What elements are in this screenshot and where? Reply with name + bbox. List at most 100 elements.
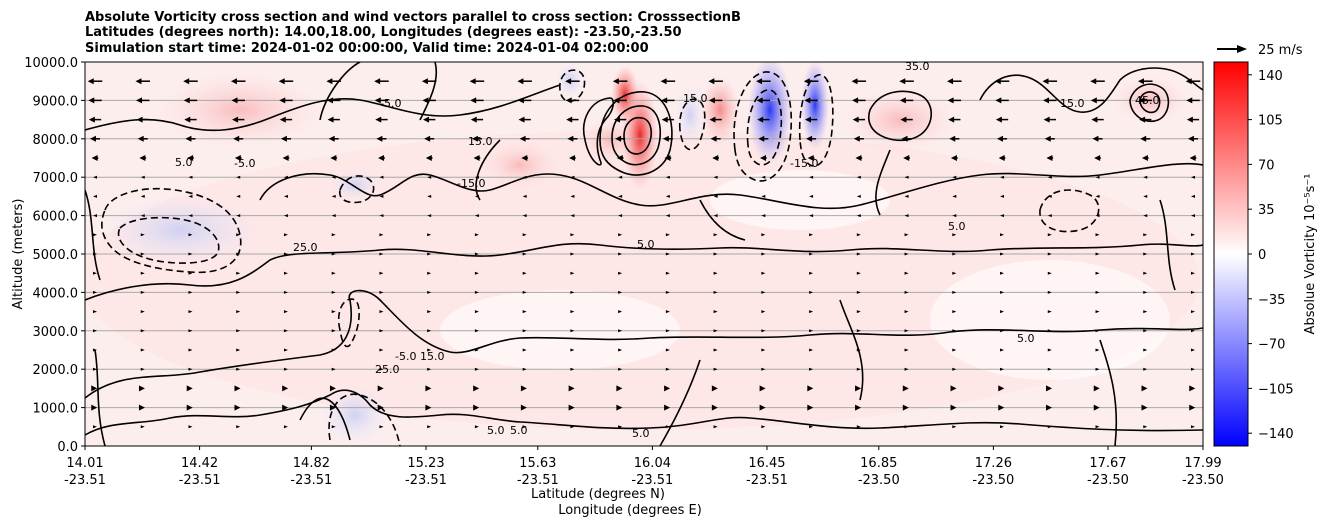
wind-vector bbox=[950, 385, 957, 392]
wind-vector bbox=[856, 214, 861, 218]
wind-vector bbox=[283, 329, 288, 333]
wind-vector bbox=[234, 385, 241, 392]
wind-vector bbox=[618, 290, 623, 294]
wind-vector bbox=[521, 155, 529, 161]
wind-vector bbox=[613, 97, 627, 104]
contour-label: 25.0 bbox=[293, 241, 318, 254]
wind-vector bbox=[474, 233, 479, 237]
wind-vector bbox=[806, 135, 817, 142]
wind-vector bbox=[1191, 310, 1195, 314]
wind-vector bbox=[427, 175, 432, 179]
field-patch bbox=[710, 170, 890, 230]
wind-vector bbox=[804, 97, 818, 104]
contour-label: -5.0 bbox=[380, 97, 401, 110]
wind-vector bbox=[711, 385, 718, 392]
wind-vector bbox=[422, 97, 436, 104]
wind-vector bbox=[93, 271, 97, 275]
wind-vector bbox=[899, 78, 914, 85]
x-tick-label-latitude: 17.26 bbox=[975, 456, 1012, 471]
contour-label: 5.0 bbox=[1017, 332, 1035, 345]
wind-vector bbox=[761, 290, 766, 294]
x-tick-label-longitude: -23.51 bbox=[64, 473, 106, 488]
field-patch bbox=[85, 130, 1200, 430]
wind-vector bbox=[665, 367, 670, 371]
wind-vector bbox=[425, 155, 433, 161]
wind-vector bbox=[1141, 155, 1149, 161]
wind-vector bbox=[758, 135, 769, 142]
wind-vector bbox=[1191, 329, 1195, 333]
wind-vector bbox=[1143, 425, 1148, 429]
x-axis-label-longitude: Longitude (degrees E) bbox=[558, 503, 702, 518]
x-tick-label-latitude: 17.67 bbox=[1089, 456, 1126, 471]
wind-vector bbox=[856, 290, 861, 294]
wind-vector bbox=[1138, 97, 1152, 104]
wind-vector bbox=[856, 367, 861, 371]
wind-vector bbox=[952, 290, 957, 294]
y-axis-label: Altitude (meters) bbox=[11, 199, 26, 310]
wind-vector bbox=[664, 155, 672, 161]
wind-vector bbox=[570, 290, 575, 294]
x-axis-label-latitude: Latitude (degrees N) bbox=[531, 487, 665, 502]
wind-vector bbox=[188, 367, 193, 371]
wind-vector bbox=[278, 78, 294, 85]
wind-vector bbox=[950, 404, 957, 411]
chart-title-line-3: Simulation start time: 2024-01-02 00:00:… bbox=[85, 41, 649, 56]
wind-vector bbox=[379, 329, 384, 333]
wind-vector bbox=[1047, 271, 1052, 275]
wind-vector bbox=[570, 194, 575, 198]
wind-vector bbox=[904, 290, 909, 294]
wind-vector bbox=[522, 214, 527, 218]
wind-vector bbox=[327, 116, 340, 123]
wind-vector bbox=[804, 116, 818, 123]
wind-vector bbox=[474, 348, 479, 352]
wind-vector bbox=[91, 385, 98, 392]
wind-vector bbox=[138, 404, 145, 411]
wind-vector bbox=[713, 252, 718, 256]
wind-vector bbox=[517, 78, 532, 85]
wind-vector bbox=[474, 252, 479, 256]
y-tick-label: 6000.0 bbox=[33, 210, 79, 225]
wind-vector bbox=[665, 425, 670, 429]
wind-vector bbox=[331, 367, 336, 371]
wind-vector bbox=[140, 329, 145, 333]
x-tick-label-latitude: 16.45 bbox=[748, 456, 785, 471]
wind-vector bbox=[522, 425, 527, 429]
wind-vector bbox=[140, 175, 145, 179]
x-tick-label-longitude: -23.51 bbox=[631, 473, 673, 488]
contour-labels: 5.0 -5.0 -5.0 15.0 -15.0 25.0 5.0 5.0 5.… bbox=[175, 60, 1160, 440]
colorbar-tick-label: −140 bbox=[1258, 427, 1294, 442]
wind-vector bbox=[618, 175, 623, 179]
wind-vector bbox=[947, 97, 962, 104]
wind-vector bbox=[761, 194, 766, 198]
contour-line bbox=[875, 149, 891, 216]
wind-vector bbox=[759, 385, 766, 392]
wind-vector bbox=[900, 116, 913, 123]
contour-label: 15.0 bbox=[683, 92, 708, 105]
contour-line bbox=[678, 98, 706, 151]
wind-vector bbox=[140, 233, 145, 237]
wind-vector bbox=[474, 175, 479, 179]
wind-vector bbox=[1143, 310, 1148, 314]
contour-line bbox=[1159, 199, 1176, 291]
wind-vector bbox=[188, 290, 193, 294]
wind-vector bbox=[473, 155, 481, 161]
wind-vector bbox=[1186, 97, 1200, 104]
wind-vector bbox=[231, 97, 245, 104]
wind-vector bbox=[522, 233, 527, 237]
wind-vector bbox=[379, 310, 384, 314]
wind-vector bbox=[283, 194, 288, 198]
contour-label: 15.0 bbox=[420, 350, 445, 363]
wind-vector bbox=[378, 155, 385, 161]
wind-vector bbox=[618, 348, 623, 352]
wind-vector bbox=[761, 329, 766, 333]
wind-vector bbox=[522, 290, 527, 294]
wind-vector bbox=[1095, 367, 1100, 371]
wind-vector bbox=[570, 310, 575, 314]
wind-vector bbox=[188, 175, 193, 179]
wind-vector bbox=[1095, 425, 1100, 429]
wind-vector bbox=[618, 252, 623, 256]
contour-line bbox=[839, 299, 864, 401]
field-patch bbox=[801, 62, 829, 150]
contour-line bbox=[117, 216, 220, 264]
wind-vector bbox=[89, 135, 101, 142]
